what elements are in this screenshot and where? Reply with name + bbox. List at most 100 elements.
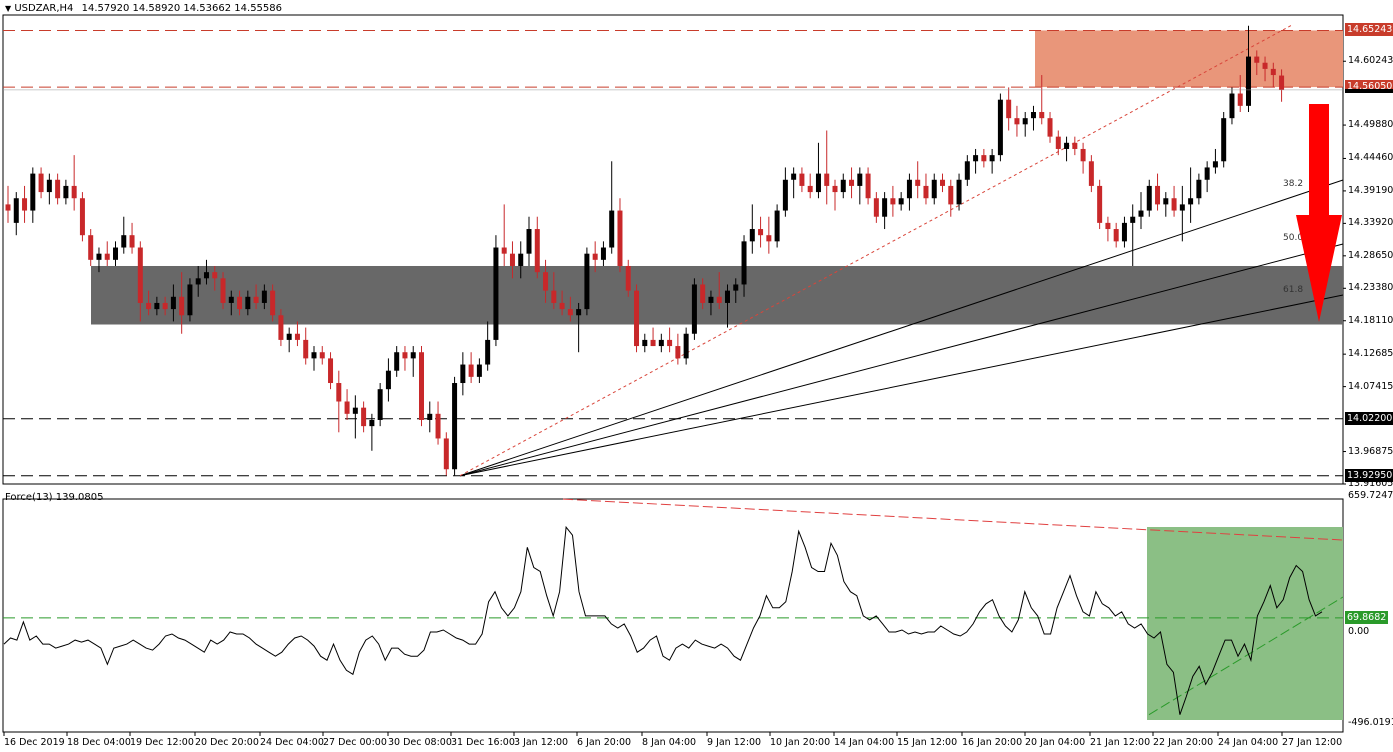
time-tick-label: 8 Jan 04:00: [642, 737, 697, 748]
indicator-title: Force(13) 139.0805: [5, 492, 104, 503]
candle-body: [485, 339, 491, 365]
candle-body: [476, 364, 482, 377]
candle-body: [154, 302, 160, 310]
candle-body: [700, 284, 706, 303]
candle-body: [576, 309, 582, 316]
candle-body: [667, 339, 673, 347]
time-tick-label: 22 Jan 20:00: [1153, 737, 1214, 748]
fib-fan-line-2: [459, 294, 1344, 477]
candle-body: [121, 235, 127, 248]
price-plot-frame: [2, 14, 1344, 485]
candle-body: [832, 185, 838, 193]
candle-body: [1055, 136, 1061, 149]
candle-body: [220, 278, 226, 303]
candle-body: [592, 253, 598, 260]
price-tick-label: 14.33920: [1348, 217, 1393, 229]
candle-body: [857, 173, 863, 186]
candle-body: [1262, 62, 1268, 69]
candle-body: [650, 339, 656, 347]
down-arrow-icon: [1296, 104, 1342, 322]
candle-body: [551, 290, 557, 303]
candle-body: [336, 383, 342, 402]
candle-body: [261, 290, 267, 303]
candle-body: [79, 198, 85, 236]
price-level-label: 14.02200: [1345, 411, 1393, 425]
candle-body: [567, 309, 573, 316]
candle-body: [997, 99, 1003, 156]
candle-body: [1155, 185, 1161, 205]
candle-body: [948, 185, 954, 205]
fib-fan-line-0: [459, 179, 1344, 477]
force-scale-top: 659.7247: [1348, 490, 1393, 501]
fib-label-2: 61.8: [1283, 285, 1303, 295]
candle-body: [38, 173, 44, 193]
candle-body: [352, 407, 358, 414]
candle-body: [609, 210, 615, 248]
force-plot-frame: [2, 498, 1344, 733]
candle-body: [890, 198, 896, 205]
candle-body: [328, 358, 334, 384]
candle-body: [96, 253, 102, 260]
time-tick-label: 21 Jan 12:00: [1090, 737, 1151, 748]
candle-body: [13, 198, 19, 223]
candle-body: [749, 229, 755, 242]
candle-body: [741, 241, 747, 285]
candle-body: [203, 272, 209, 279]
candle-body: [898, 198, 904, 205]
candle-body: [716, 296, 722, 303]
candle-body: [964, 161, 970, 180]
collapse-triangle-icon[interactable]: ▼: [5, 4, 12, 13]
candle-body: [600, 247, 606, 260]
candle-body: [278, 315, 284, 340]
time-tick-label: 6 Jan 20:00: [577, 737, 632, 748]
candle-body: [691, 284, 697, 334]
candle-body: [625, 265, 631, 291]
candle-body: [460, 364, 466, 384]
time-tick-label: 19 Dec 12:00: [130, 737, 194, 748]
candle-body: [228, 296, 234, 303]
candle-body: [394, 352, 400, 371]
candle-body: [1121, 222, 1127, 242]
candle-body: [1006, 99, 1012, 119]
force-trend-line: [1148, 596, 1344, 716]
candle-body: [791, 173, 797, 180]
time-tick-label: 24 Jan 04:00: [1218, 737, 1279, 748]
candle-body: [1171, 198, 1177, 211]
price-tick-label: 14.28650: [1348, 249, 1393, 261]
candle-body: [1237, 93, 1243, 106]
price-tick-label: 13.96875: [1348, 445, 1393, 457]
time-tick-label: 20 Dec 20:00: [195, 737, 259, 748]
main-plot-layers: 38.2 50.0 61.8: [3, 24, 1346, 485]
candle-body: [179, 296, 185, 316]
candle-body: [1188, 198, 1194, 205]
red-dotted-trendline: [459, 24, 1293, 477]
candle-body: [303, 339, 309, 359]
candle-body: [1030, 112, 1036, 119]
candle-body: [237, 296, 243, 310]
candle-body: [1072, 142, 1078, 149]
candle-body: [452, 383, 458, 470]
chart-title: USDZAR,H4: [14, 3, 74, 14]
candle-body: [708, 296, 714, 303]
time-tick-label: 16 Jan 20:00: [962, 737, 1023, 748]
time-tick-label: 14 Jan 04:00: [834, 737, 895, 748]
candle-body: [162, 302, 168, 310]
candle-body: [286, 333, 292, 340]
candle-body: [989, 155, 995, 162]
candle-body: [22, 198, 28, 211]
time-tick-label: 15 Jan 12:00: [897, 737, 958, 748]
candle-body: [402, 352, 408, 359]
price-tick-label: 14.18110: [1348, 314, 1393, 326]
candle-body: [873, 198, 879, 217]
candle-body: [534, 229, 540, 273]
main-panel: [2, 14, 1344, 485]
candle-body: [882, 198, 888, 217]
support-zone: [91, 265, 1343, 325]
candle-body: [1138, 210, 1144, 217]
candle-body: [1039, 112, 1045, 119]
candle-body: [187, 284, 193, 316]
force-level-label: 69.8682: [1345, 610, 1389, 624]
time-tick-label: 27 Jan 12:00: [1282, 737, 1343, 748]
candle-body: [543, 272, 549, 291]
candle-body: [410, 352, 416, 359]
